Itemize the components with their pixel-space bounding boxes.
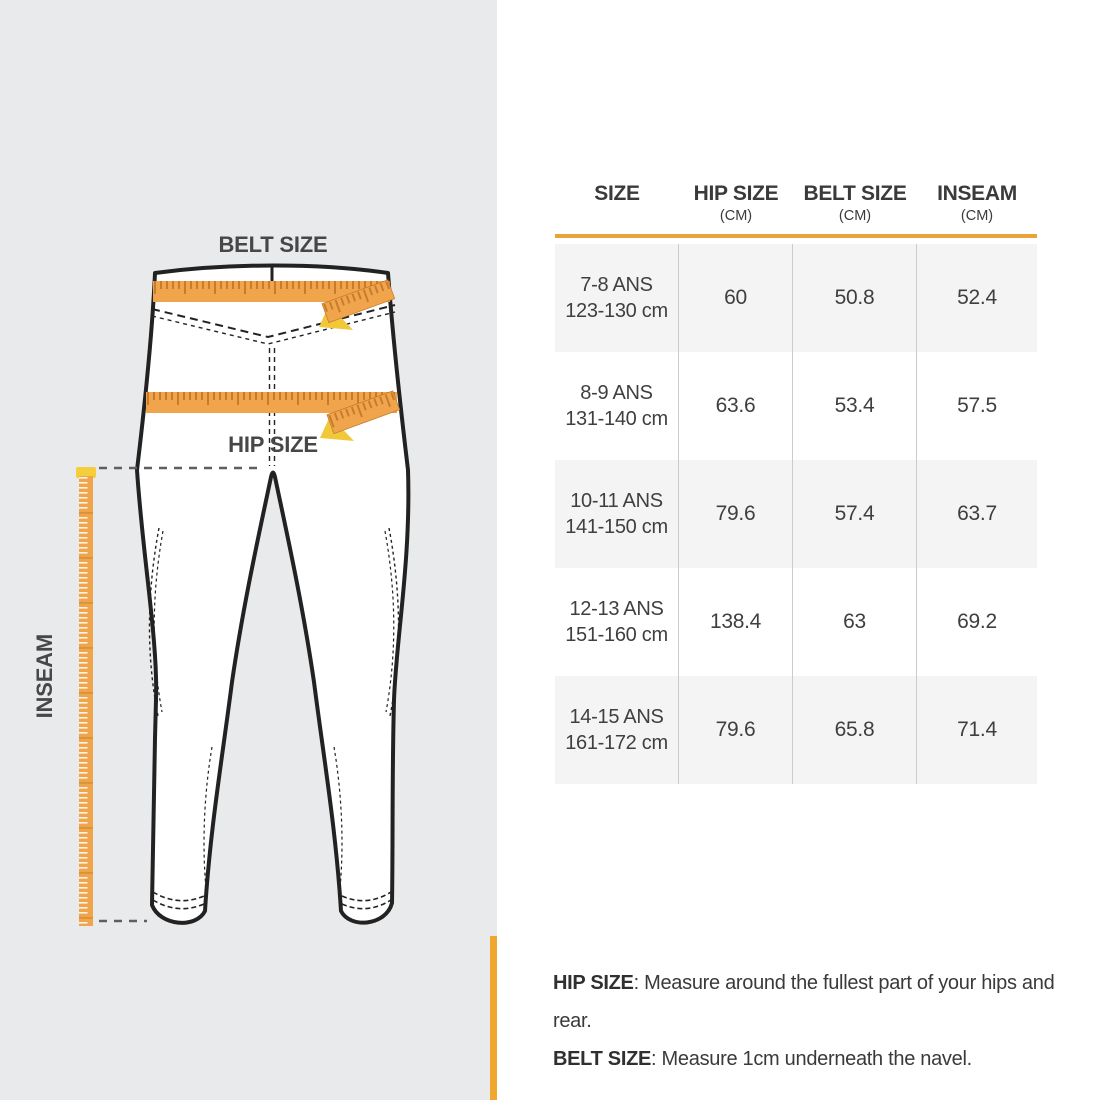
hip-size-note: HIP SIZE: Measure around the fullest par… — [553, 972, 1055, 1032]
hip-size-cell: 79.6 — [679, 676, 793, 784]
inseam-label: INSEAM — [32, 634, 57, 719]
belt-size-cell: 53.4 — [793, 352, 917, 460]
hip-size-cell: 79.6 — [679, 460, 793, 568]
table-header-row: SIZE HIP SIZE (CM) BELT SIZE (CM) INSEAM… — [555, 182, 1037, 232]
pants-outline — [135, 263, 411, 925]
header-belt-size: BELT SIZE (CM) — [803, 182, 907, 224]
pants-diagram — [76, 263, 411, 926]
size-table: SIZE HIP SIZE (CM) BELT SIZE (CM) INSEAM… — [555, 182, 1037, 784]
hip-size-label: HIP SIZE — [228, 432, 318, 457]
size-cell: 7-8 ANS 123-130 cm — [555, 244, 679, 352]
accent-bar — [490, 936, 497, 1100]
hip-size-cell: 138.4 — [679, 568, 793, 676]
table-row: 14-15 ANS 161-172 cm 79.6 65.8 71.4 — [555, 676, 1037, 784]
inseam-cell: 52.4 — [957, 286, 997, 309]
table-row: 10-11 ANS 141-150 cm 79.6 57.4 63.7 — [555, 460, 1037, 568]
size-cell: 12-13 ANS 151-160 cm — [555, 568, 679, 676]
hip-size-cell: 60 — [679, 244, 793, 352]
inseam-cell: 63.7 — [957, 502, 997, 525]
size-cell: 10-11 ANS 141-150 cm — [555, 460, 679, 568]
inseam-cell: 69.2 — [957, 610, 997, 633]
inseam-ruler — [76, 467, 96, 926]
header-hip-size: HIP SIZE (CM) — [693, 182, 779, 224]
table-row: 12-13 ANS 151-160 cm 138.4 63 69.2 — [555, 568, 1037, 676]
belt-size-label: BELT SIZE — [218, 232, 328, 257]
table-row: 8-9 ANS 131-140 cm 63.6 53.4 57.5 — [555, 352, 1037, 460]
belt-size-cell: 63 — [793, 568, 917, 676]
size-cell: 14-15 ANS 161-172 cm — [555, 676, 679, 784]
header-underline — [555, 234, 1037, 238]
inseam-cell: 57.5 — [957, 394, 997, 417]
left-panel: BELT SIZE HIP SIZE INSEAM — [0, 0, 497, 1100]
measurement-notes: HIP SIZE: Measure around the fullest par… — [553, 964, 1093, 1078]
hip-size-cell: 63.6 — [679, 352, 793, 460]
header-size: SIZE — [594, 182, 640, 205]
inseam-cell: 71.4 — [957, 718, 997, 741]
header-inseam: INSEAM (CM) — [937, 182, 1017, 224]
table-row: 7-8 ANS 123-130 cm 60 50.8 52.4 — [555, 244, 1037, 352]
table-body: 7-8 ANS 123-130 cm 60 50.8 52.4 8-9 ANS … — [555, 244, 1037, 784]
belt-size-cell: 65.8 — [793, 676, 917, 784]
belt-size-note: BELT SIZE: Measure 1cm underneath the na… — [553, 1048, 972, 1070]
size-cell: 8-9 ANS 131-140 cm — [555, 352, 679, 460]
measurement-guide-lines — [99, 466, 262, 923]
hip-measuring-tape — [146, 390, 401, 441]
belt-size-cell: 50.8 — [793, 244, 917, 352]
belt-size-cell: 57.4 — [793, 460, 917, 568]
belt-measuring-tape — [153, 279, 396, 330]
